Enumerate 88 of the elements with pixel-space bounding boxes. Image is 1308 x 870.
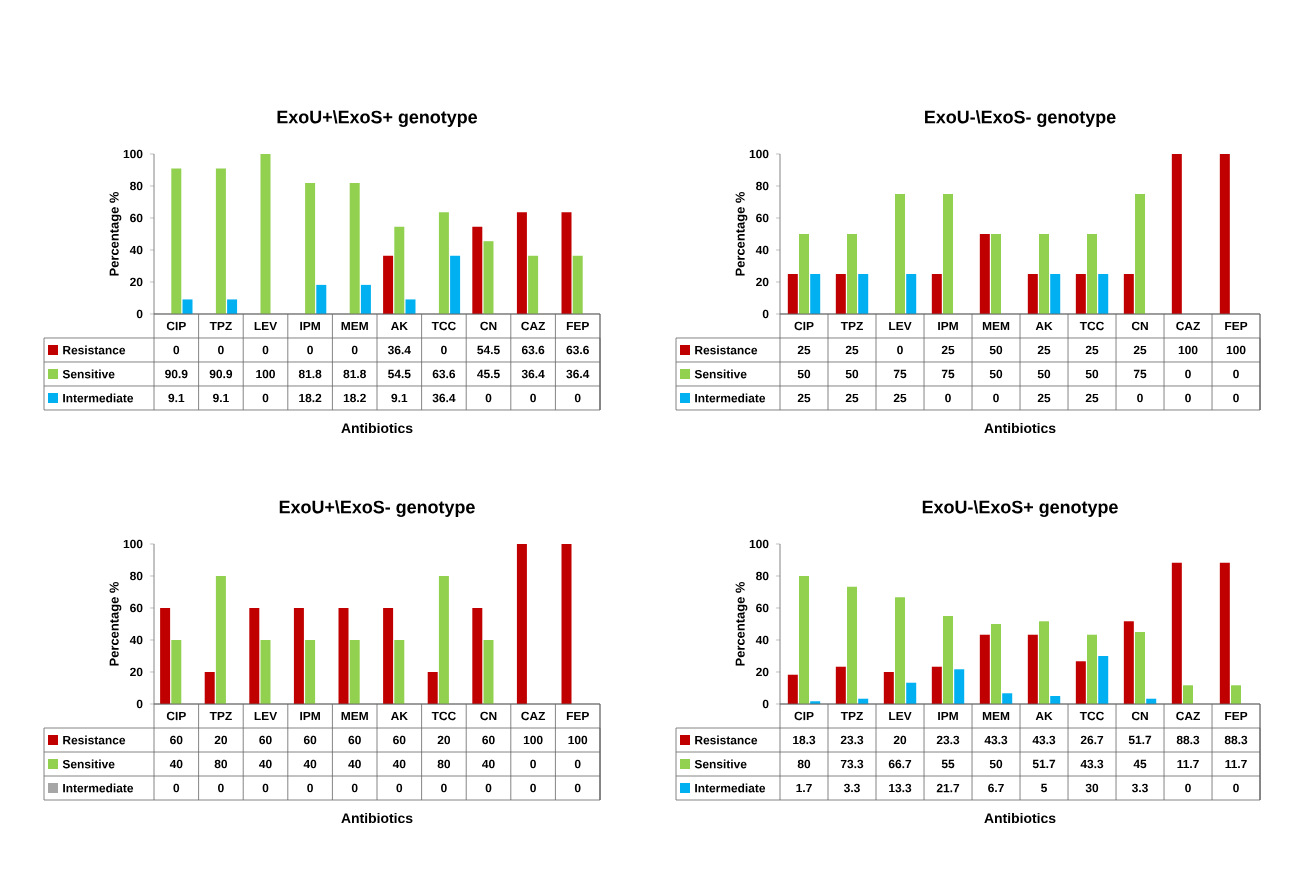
bar <box>561 544 572 704</box>
bar <box>1123 273 1134 314</box>
bar <box>305 640 316 704</box>
bar <box>215 168 226 314</box>
bar <box>394 226 405 314</box>
bar <box>1075 273 1086 314</box>
bar <box>931 273 942 314</box>
bar <box>528 255 539 314</box>
bar <box>1087 233 1098 314</box>
bar <box>1135 632 1146 704</box>
bar <box>906 273 917 314</box>
bar <box>1231 685 1242 704</box>
chart-title: ExoU+\ExoS- genotype <box>279 500 475 518</box>
bar <box>349 640 360 704</box>
bar <box>427 672 438 704</box>
bar <box>810 273 821 314</box>
bar <box>1098 656 1109 704</box>
bar <box>847 586 858 704</box>
bar <box>260 153 271 314</box>
bar <box>516 544 527 704</box>
bar <box>883 672 894 704</box>
bar <box>1219 562 1230 704</box>
bar <box>383 255 394 314</box>
bar <box>787 273 798 314</box>
bar <box>1002 693 1013 704</box>
bar <box>227 299 238 314</box>
bar <box>438 212 449 314</box>
bar <box>1027 634 1038 704</box>
bar <box>1027 273 1038 314</box>
bar <box>991 624 1002 704</box>
chart-title: ExoU-\ExoS+ genotype <box>922 500 1118 518</box>
bar <box>249 608 260 704</box>
bar <box>979 233 990 314</box>
bar <box>1087 634 1098 704</box>
bar <box>360 284 371 314</box>
bar <box>1039 233 1050 314</box>
bar <box>293 608 304 704</box>
bar <box>338 608 349 704</box>
bar <box>472 608 483 704</box>
bar <box>1219 153 1230 314</box>
bar <box>405 299 416 314</box>
bar <box>847 233 858 314</box>
bar <box>1123 621 1134 704</box>
bar <box>1183 685 1194 704</box>
bar <box>858 273 869 314</box>
chart-title: ExoU+\ExoS+ genotype <box>277 110 478 128</box>
bar <box>1050 273 1061 314</box>
bar <box>895 597 906 704</box>
bar <box>1039 621 1050 704</box>
bar <box>349 183 360 314</box>
bar <box>215 576 226 704</box>
bar <box>979 634 990 704</box>
bar <box>799 233 810 314</box>
bar <box>1075 661 1086 704</box>
bar <box>561 212 572 314</box>
bar <box>450 255 461 314</box>
bar <box>516 212 527 314</box>
bar <box>383 608 394 704</box>
bar <box>1171 153 1182 314</box>
bar <box>991 233 1002 314</box>
bar <box>472 226 483 314</box>
bar <box>906 682 917 704</box>
bar <box>799 576 810 704</box>
bar <box>895 193 906 314</box>
bar <box>943 193 954 314</box>
bar <box>483 241 494 314</box>
bar <box>171 640 182 704</box>
bar <box>160 608 171 704</box>
bar <box>438 576 449 704</box>
bar <box>787 674 798 704</box>
bar <box>483 640 494 704</box>
bar <box>1135 193 1146 314</box>
bar <box>305 183 316 314</box>
bar <box>394 640 405 704</box>
chart-title: ExoU-\ExoS- genotype <box>925 110 1116 128</box>
bar <box>943 616 954 704</box>
bar <box>1098 273 1109 314</box>
bar <box>1171 562 1182 704</box>
bar <box>835 273 846 314</box>
bar <box>182 299 193 314</box>
bar <box>316 284 327 314</box>
bar <box>572 255 583 314</box>
bar <box>204 672 215 704</box>
bar <box>171 168 182 314</box>
bar <box>835 666 846 704</box>
bar <box>954 669 965 704</box>
bar <box>931 666 942 704</box>
bar <box>260 640 271 704</box>
